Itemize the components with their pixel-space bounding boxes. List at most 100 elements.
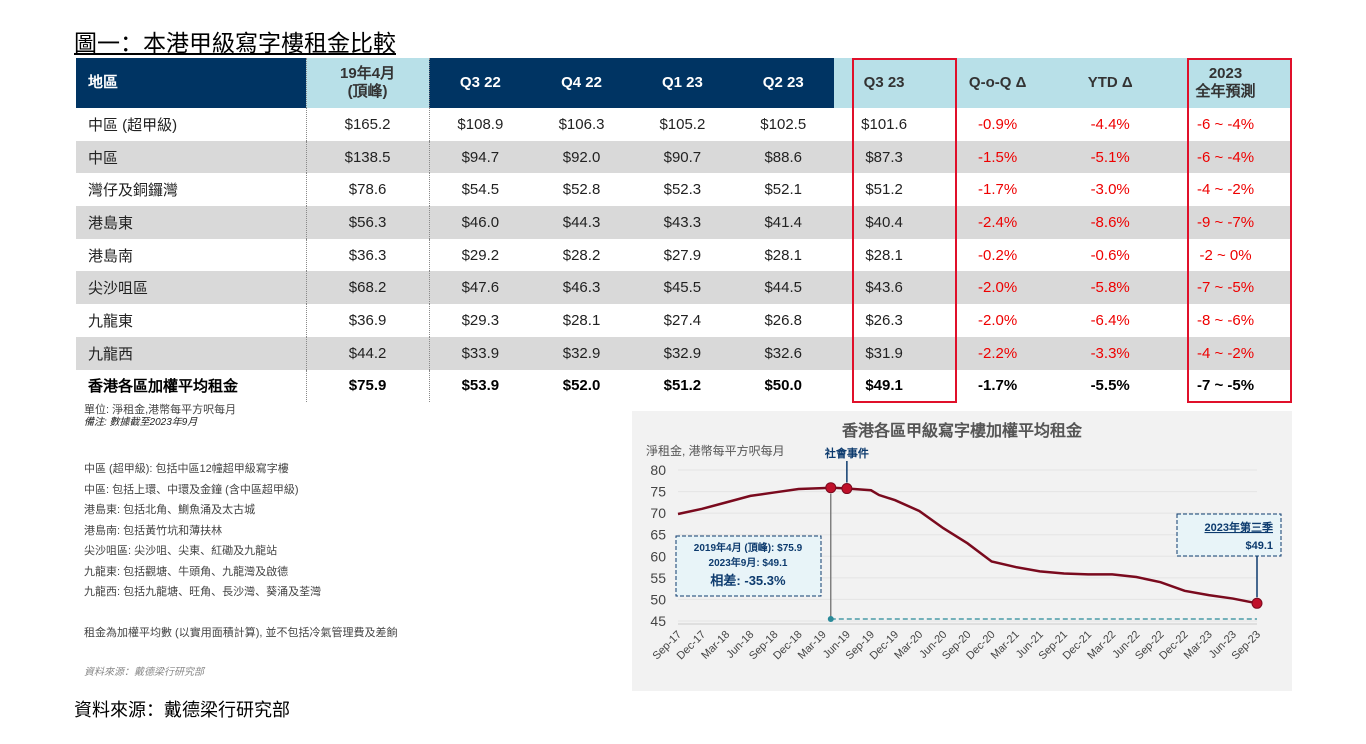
table-cell: 九龍西 bbox=[76, 336, 306, 370]
table-cell: 灣仔及銅鑼灣 bbox=[88, 182, 179, 200]
table-cell: $41.4 bbox=[732, 206, 834, 239]
table-row: 港島東 $56.3 $46.0 $44.3 $43.3 $41.4 $40.4 -2.4% -8… bbox=[76, 206, 1292, 239]
rent-chart: 香港各區甲級寫字樓加權平均租金 淨租金, 港幣每平方呎每月 80 75 70 65 60 55… bbox=[632, 411, 1292, 691]
table-cell: 港島南 bbox=[88, 247, 134, 265]
table-cell: $45.5 bbox=[631, 271, 733, 305]
table-cell: -1.7% bbox=[978, 181, 1018, 199]
table-cell: -3.0% bbox=[1090, 181, 1130, 199]
table-cell: $28.1 bbox=[865, 246, 903, 264]
table-cell: $46.3 bbox=[531, 271, 632, 305]
table-cell: $36.9 bbox=[305, 304, 430, 337]
table-cell: $46.0 bbox=[429, 206, 532, 239]
y-tick-label: 45 bbox=[650, 613, 666, 629]
table-cell: $94.7 bbox=[429, 140, 532, 174]
table-cell: $32.9 bbox=[631, 336, 733, 370]
highlight-forecast bbox=[1187, 58, 1292, 403]
definition-note: 九龍東: 包括觀塘、牛頭角、九龍灣及啟德 bbox=[84, 565, 289, 578]
table-cell: $87.3 bbox=[833, 140, 935, 174]
column-header: 2023 全年預測 bbox=[1159, 58, 1292, 108]
definition-note: 中區: 包括上環、中環及金鐘 (含中區超甲級) bbox=[84, 483, 299, 496]
table-cell: $165.2 bbox=[305, 108, 430, 141]
table-cell: -5.1% bbox=[1060, 140, 1160, 174]
table-cell: $108.9 bbox=[457, 115, 504, 133]
y-axis-label: 淨租金, 港幣每平方呎每月 bbox=[646, 443, 785, 458]
y-tick-label: 80 bbox=[650, 462, 666, 478]
column-header: Q3 23 bbox=[833, 58, 935, 108]
table-cell: $52.1 bbox=[764, 181, 803, 199]
table-cell: $26.3 bbox=[865, 311, 903, 329]
table-row: 尖沙咀區 $68.2 $47.6 $46.3 $45.5 $44.5 $43.6 -2.0% -… bbox=[76, 271, 1292, 305]
table-cell: $27.4 bbox=[663, 311, 702, 329]
annotation-text: $49.1 bbox=[1245, 540, 1273, 552]
column-header: YTD Δ bbox=[1060, 58, 1160, 108]
y-tick-label: 65 bbox=[650, 527, 666, 543]
table-row: 香港各區加權平均租金 $75.9 $53.9 $52.0 $51.2 $50.0 $49.1… bbox=[76, 369, 1292, 403]
table-cell: 香港各區加權平均租金 bbox=[88, 378, 239, 396]
table-cell: $44.3 bbox=[531, 206, 632, 239]
event-label: 社會事件 bbox=[824, 446, 869, 460]
table-cell: 九龍東 bbox=[88, 312, 134, 330]
y-tick-label: 55 bbox=[650, 570, 666, 586]
table-row: 灣仔及銅鑼灣 $78.6 $54.5 $52.8 $52.3 $52.1 $51.2 -1.7… bbox=[76, 173, 1292, 207]
table-cell: $28.2 bbox=[562, 246, 601, 264]
table-cell: -0.2% bbox=[978, 246, 1018, 264]
table-cell: $54.5 bbox=[461, 181, 500, 199]
rent-note: 租金為加權平均數 (以實用面積計算), 並不包括冷氣管理費及差餉 bbox=[84, 626, 398, 639]
table-cell: $32.9 bbox=[531, 336, 632, 370]
table-cell: $49.1 bbox=[865, 377, 903, 395]
column-header: 地區 bbox=[76, 58, 306, 108]
definition-note: 九龍西: 包括九龍塘、旺角、長沙灣、葵涌及荃灣 bbox=[84, 586, 322, 598]
latest-annotation-box bbox=[1176, 513, 1282, 557]
table-cell: $31.9 bbox=[833, 336, 935, 370]
table-cell: -6 ~ -4% bbox=[1196, 115, 1255, 133]
table-cell: $88.6 bbox=[732, 140, 834, 174]
table-cell: 中區 (超甲級) bbox=[88, 116, 178, 134]
table-cell: -1.7% bbox=[978, 377, 1018, 395]
table-cell: -2 ~ 0% bbox=[1199, 246, 1252, 264]
table-cell: $52.8 bbox=[562, 181, 601, 199]
table-cell: $75.9 bbox=[305, 369, 430, 403]
table-row: 中區 (超甲級) $165.2 $108.9 $106.3 $105.2 $102.5 $1… bbox=[76, 108, 1292, 141]
table-cell: $32.6 bbox=[732, 336, 834, 370]
table-cell: $51.2 bbox=[663, 377, 702, 395]
table-cell: $29.3 bbox=[461, 311, 500, 329]
table-cell: $102.5 bbox=[760, 115, 807, 133]
highlight-q3-23 bbox=[852, 58, 957, 403]
annotation-text: 2019年4月 (頂峰): $75.9 bbox=[694, 541, 803, 554]
table-cell: 港島東 bbox=[76, 206, 306, 239]
figure-title: 圖一：本港甲級寫字樓租金比較 bbox=[74, 31, 396, 57]
table-cell: $68.2 bbox=[305, 271, 430, 305]
table-cell: $56.3 bbox=[305, 206, 430, 239]
table-cell: $40.4 bbox=[833, 206, 935, 239]
table-cell: $78.6 bbox=[305, 173, 430, 207]
table-row: 九龍東 $36.9 $29.3 $28.1 $27.4 $26.8 $26.3 -2.0% -6… bbox=[76, 304, 1292, 337]
table-cell: 中區 bbox=[76, 140, 306, 174]
table-cell: -4 ~ -2% bbox=[1196, 181, 1255, 199]
table-cell: $90.7 bbox=[631, 140, 733, 174]
table-row: 港島南 $36.3 $29.2 $28.2 $27.9 $28.1 $28.1 -0.2% -0… bbox=[76, 238, 1292, 272]
table-cell: -6.4% bbox=[1090, 311, 1130, 329]
definition-note: 港島東: 包括北角、鰂魚涌及太古城 bbox=[84, 504, 256, 516]
table-cell: $105.2 bbox=[659, 115, 706, 133]
table-cell: $43.6 bbox=[833, 271, 935, 305]
annotation-text: 2023年第三季 bbox=[1205, 520, 1274, 534]
annotation-text: 相差: -35.3% bbox=[710, 573, 786, 588]
table-cell: $44.2 bbox=[305, 336, 430, 370]
table-cell: $106.3 bbox=[558, 115, 605, 133]
source: 資料來源：戴德梁行研究部 bbox=[74, 700, 290, 721]
definition-note: 港島南: 包括黃竹坑和薄扶林 bbox=[84, 524, 223, 537]
table-cell: $51.2 bbox=[865, 181, 903, 199]
table-row: 九龍西 $44.2 $33.9 $32.9 $32.9 $32.6 $31.9 -2.2% -3… bbox=[76, 336, 1292, 370]
rent-table: 地區 19年4月 (頂峰) Q3 22 Q4 22 Q1 23 Q2 23 Q3 23 Q-o… bbox=[76, 58, 1292, 403]
peak-annotation-box bbox=[675, 535, 822, 597]
table-cell: $27.9 bbox=[663, 246, 702, 264]
table-cell: $50.0 bbox=[764, 377, 803, 395]
data-point-marker bbox=[825, 482, 837, 494]
data-point-marker bbox=[1251, 597, 1263, 609]
table-cell: -7 ~ -5% bbox=[1196, 377, 1255, 395]
table-cell: $28.1 bbox=[562, 311, 601, 329]
y-tick-label: 70 bbox=[650, 505, 666, 521]
y-tick-label: 60 bbox=[650, 548, 666, 564]
table-cell: -5.5% bbox=[1090, 377, 1130, 395]
column-header: 19年4月 (頂峰) bbox=[305, 58, 430, 108]
